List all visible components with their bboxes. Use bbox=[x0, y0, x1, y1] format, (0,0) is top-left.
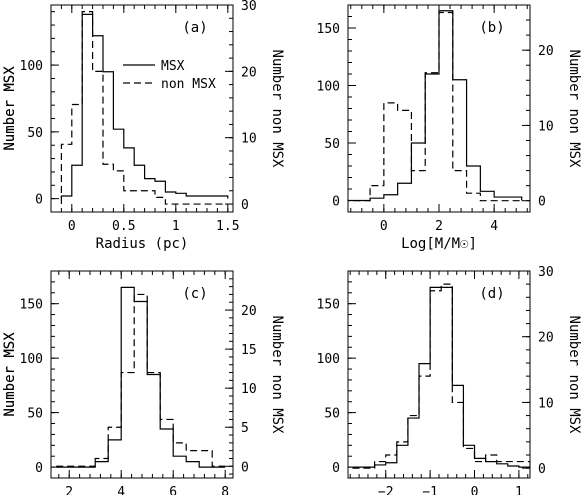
y-right-tick-label: 30 bbox=[538, 265, 554, 280]
x-tick-label: 6 bbox=[169, 485, 177, 495]
y-right-tick-label: 20 bbox=[538, 44, 554, 59]
y-right-axis-label: Number non MSX bbox=[566, 49, 581, 168]
y-right-tick-label: 0 bbox=[241, 460, 249, 475]
y-right-tick-label: 20 bbox=[538, 331, 554, 346]
msx-histogram bbox=[348, 10, 523, 202]
y-right-tick-label: 10 bbox=[538, 396, 554, 411]
x-tick-label: −2 bbox=[378, 485, 394, 495]
y-left-axis-label: Number MSX bbox=[2, 66, 18, 151]
x-tick-label: 0 bbox=[380, 219, 388, 234]
y-left-tick-label: 50 bbox=[27, 126, 43, 141]
y-left-tick-label: 50 bbox=[27, 407, 43, 422]
y-left-tick-label: 150 bbox=[20, 298, 43, 313]
y-left-tick-label: 0 bbox=[35, 461, 43, 476]
y-left-axis-label: Number MSX bbox=[2, 332, 18, 417]
x-tick-label: 4 bbox=[117, 485, 125, 495]
panel-label: (a) bbox=[182, 20, 207, 36]
panel-label: (d) bbox=[479, 286, 504, 302]
panel-c: 246805010015005101520Log [n(H₂)/cm⁻³]Num… bbox=[2, 270, 285, 495]
y-right-tick-label: 5 bbox=[241, 421, 249, 436]
panel-d: −2−1010501001500102030Log [Σ(H₂)/g cm⁻²]… bbox=[2, 265, 581, 495]
non-msx-histogram bbox=[352, 283, 530, 469]
y-left-tick-label: 100 bbox=[20, 352, 43, 367]
x-tick-label: 1.5 bbox=[216, 219, 239, 234]
panel-label: (b) bbox=[479, 20, 504, 36]
y-right-tick-label: 0 bbox=[538, 195, 546, 210]
y-left-tick-label: 150 bbox=[317, 22, 340, 37]
msx-histogram bbox=[60, 13, 229, 199]
x-axis-label: Radius (pc) bbox=[96, 236, 189, 252]
x-tick-label: −1 bbox=[422, 485, 438, 495]
x-tick-label: 8 bbox=[221, 485, 229, 495]
y-right-axis-label: Number non MSX bbox=[566, 315, 581, 434]
y-right-axis-label: Number non MSX bbox=[269, 315, 285, 434]
x-tick-label: 2 bbox=[435, 219, 443, 234]
y-right-tick-label: 0 bbox=[241, 198, 249, 213]
legend-msx-label: MSX bbox=[161, 59, 185, 74]
x-tick-label: 1 bbox=[172, 219, 180, 234]
non-msx-histogram bbox=[348, 11, 522, 202]
legend-non-msx-label: non MSX bbox=[161, 77, 216, 92]
y-right-axis-label: Number non MSX bbox=[269, 49, 285, 168]
x-tick-label: 0 bbox=[471, 485, 479, 495]
y-left-tick-label: 0 bbox=[332, 195, 340, 210]
y-left-tick-label: 100 bbox=[20, 59, 43, 74]
x-tick-label: 1 bbox=[515, 485, 523, 495]
msx-histogram bbox=[56, 286, 226, 468]
y-left-axis-label: Number MSX bbox=[2, 66, 18, 151]
plot-frame bbox=[50, 4, 234, 213]
y-left-tick-label: 0 bbox=[332, 461, 340, 476]
y-right-tick-label: 10 bbox=[241, 382, 257, 397]
y-left-tick-label: 0 bbox=[35, 193, 43, 208]
y-left-axis-label: Number MSX bbox=[2, 332, 18, 417]
y-right-tick-label: 30 bbox=[241, 0, 257, 14]
x-tick-label: 0.5 bbox=[112, 219, 135, 234]
x-tick-label: 2 bbox=[65, 485, 73, 495]
y-right-tick-label: 10 bbox=[538, 119, 554, 134]
y-right-tick-label: 15 bbox=[241, 343, 257, 358]
non-msx-histogram bbox=[56, 293, 226, 467]
y-right-tick-label: 10 bbox=[241, 132, 257, 147]
x-tick-label: 4 bbox=[490, 219, 498, 234]
y-left-tick-label: 100 bbox=[317, 80, 340, 95]
y-left-tick-label: 100 bbox=[317, 352, 340, 367]
y-right-tick-label: 20 bbox=[241, 304, 257, 319]
panel-label: (c) bbox=[182, 286, 207, 302]
y-left-tick-label: 50 bbox=[324, 407, 340, 422]
y-right-tick-label: 20 bbox=[241, 65, 257, 80]
msx-histogram bbox=[352, 286, 530, 468]
x-tick-label: 0 bbox=[68, 219, 76, 234]
y-right-tick-label: 0 bbox=[538, 462, 546, 477]
y-left-tick-label: 50 bbox=[324, 137, 340, 152]
x-axis-label: Log[M/M☉] bbox=[401, 236, 477, 252]
non-msx-histogram bbox=[60, 11, 228, 205]
y-left-tick-label: 150 bbox=[317, 298, 340, 313]
plot-frame bbox=[347, 270, 531, 479]
